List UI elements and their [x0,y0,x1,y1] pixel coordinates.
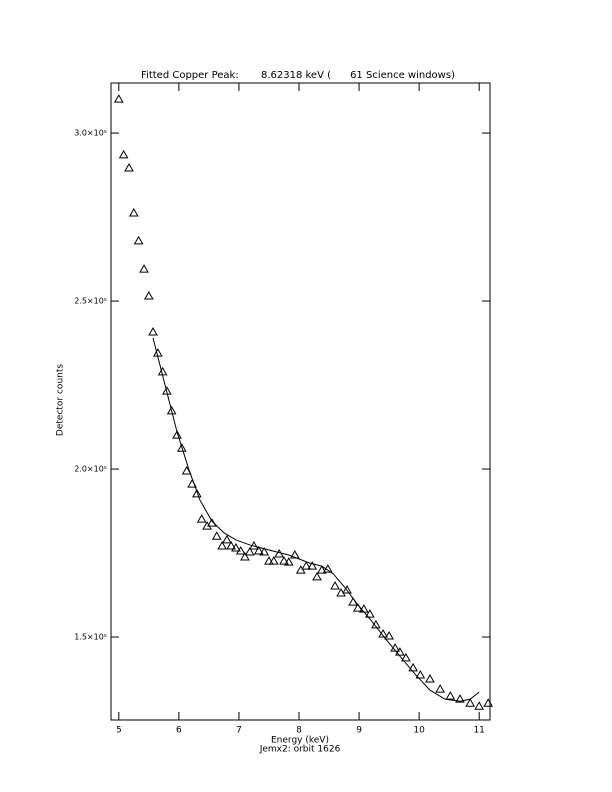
data-point [289,550,300,559]
data-point [226,540,236,550]
fit-line [152,337,480,702]
y-tick-label: 2.5×10⁵ [74,297,107,306]
data-point [253,545,264,555]
data-point [316,565,327,574]
data-point [474,701,485,710]
data-point [166,405,177,415]
data-point [445,691,456,700]
y-tick-label: 1.5×10⁵ [74,633,107,642]
data-point [330,580,340,590]
data-point [425,674,435,683]
data-point [435,684,446,693]
data-point [312,571,322,581]
data-point [408,662,418,672]
data-point [211,531,222,540]
y-tick-label: 2.0×10⁵ [74,465,107,474]
data-point [148,326,158,336]
data-point [301,561,312,570]
y-tick-label: 3.0×10⁵ [74,129,107,138]
data-point [268,556,279,565]
data-point [401,652,411,662]
data-point [395,647,405,656]
x-tick-label: 10 [413,726,425,736]
x-tick-label: 5 [116,726,122,736]
data-point [113,94,124,103]
plot-frame [110,82,491,721]
data-point [222,534,232,544]
data-point [139,264,149,273]
data-point [279,556,289,565]
data-point [244,547,255,556]
data-point [307,561,318,570]
data-point [172,430,182,439]
x-tick-label: 11 [473,726,484,736]
chart-title: Fitted Copper Peak: 8.62318 keV ( 61 Sci… [141,70,455,81]
y-axis-label: Detector counts [56,364,66,436]
data-point [181,466,192,475]
data-point [196,514,207,523]
data-point [365,609,375,618]
data-point [283,557,294,566]
data-point [415,669,426,679]
data-point [231,542,241,552]
data-point [235,545,246,555]
data-point [384,630,394,640]
data-point [118,149,129,159]
x-tick-label: 6 [176,726,182,736]
x-tick-label: 9 [356,726,362,736]
x-tick-label: 8 [296,726,302,736]
data-point [295,565,306,574]
data-point [124,162,134,172]
data-point [483,698,494,707]
data-point [133,235,144,245]
data-point [264,556,274,565]
data-point [240,552,250,561]
data-point [177,443,187,452]
x-tick-label: 7 [236,726,242,736]
data-point [259,547,270,556]
subtitle: Jemx2: orbit 1626 [259,745,341,755]
data-point [465,698,476,707]
x-axis-label: Energy (keV) [271,736,329,746]
data-point [342,584,352,594]
data-point [192,488,202,498]
data-point [143,290,154,300]
data-point [455,694,465,703]
data-point [217,540,227,550]
data-point [128,208,139,217]
